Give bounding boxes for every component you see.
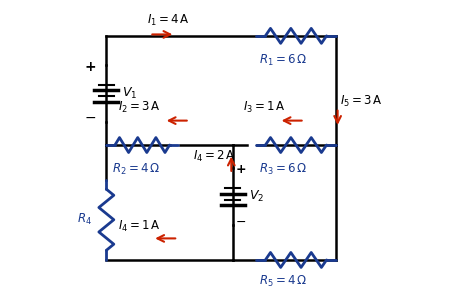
Text: $I_2 = 3\,\mathrm{A}$: $I_2 = 3\,\mathrm{A}$ [118, 100, 161, 115]
Text: $I_3 = 1\,\mathrm{A}$: $I_3 = 1\,\mathrm{A}$ [243, 100, 286, 115]
Text: $V_2$: $V_2$ [248, 189, 264, 204]
Text: +: + [236, 163, 247, 176]
Text: $V_1$: $V_1$ [122, 86, 138, 101]
Text: $R_2 = 4\,\Omega$: $R_2 = 4\,\Omega$ [113, 162, 161, 177]
Text: $R_1 = 6\,\Omega$: $R_1 = 6\,\Omega$ [259, 53, 307, 68]
Text: $I_4 = 1\,\mathrm{A}$: $I_4 = 1\,\mathrm{A}$ [118, 218, 161, 234]
Text: $R_5 = 4\,\Omega$: $R_5 = 4\,\Omega$ [259, 274, 307, 289]
Text: −: − [236, 216, 247, 229]
Text: $R_4$: $R_4$ [77, 212, 92, 227]
Text: $R_3 = 6\,\Omega$: $R_3 = 6\,\Omega$ [259, 162, 307, 177]
Text: $I_1 = 4\,\mathrm{A}$: $I_1 = 4\,\mathrm{A}$ [147, 13, 189, 28]
Text: $I_5 = 3\,\mathrm{A}$: $I_5 = 3\,\mathrm{A}$ [340, 94, 383, 110]
Text: +: + [85, 60, 96, 74]
Text: −: − [85, 111, 96, 125]
Text: $I_4 = 2\,\mathrm{A}$: $I_4 = 2\,\mathrm{A}$ [192, 149, 235, 164]
